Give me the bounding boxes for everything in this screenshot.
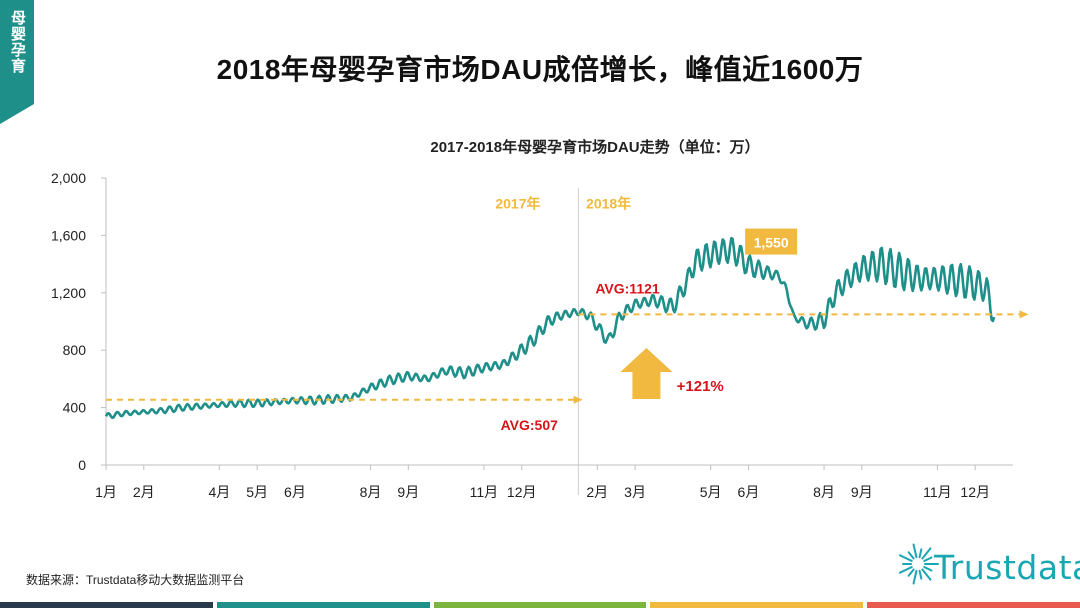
category-tab-label: 母婴孕育 [9,10,26,74]
average-line-arrowhead [1019,310,1029,319]
x-tick-label: 8月 [813,484,835,500]
peak-callout-label: 1,550 [754,235,789,251]
trustdata-logo: Trustdata [896,540,1080,596]
footer-segment [433,602,647,608]
x-tick-label: 9月 [397,484,419,500]
x-tick-label: 12月 [507,484,537,500]
logo-text: Trustdata [934,548,1080,587]
footer-segment [216,602,430,608]
y-tick-label: 2,000 [51,170,86,186]
average-line-arrowhead [573,395,583,404]
dau-series-line [104,236,996,419]
growth-label: +121% [677,378,724,395]
footer-segment [867,602,1080,608]
x-tick-label: 5月 [700,484,722,500]
x-tick-label: 4月 [208,484,230,500]
chart-title: 2017-2018年母婴孕育市场DAU走势（单位：万） [430,139,760,156]
category-tab: 母婴孕育 [0,0,34,124]
page-headline: 2018年母婴孕育市场DAU成倍增长，峰值近1600万 [216,54,864,85]
y-tick-label: 800 [63,342,87,358]
footer-color-bar [0,602,1080,608]
footer-segment [650,602,864,608]
y-tick-label: 1,600 [51,227,86,243]
x-tick-label: 6月 [284,484,306,500]
data-source-note: 数据来源：Trustdata移动大数据监测平台 [26,573,245,587]
year-label: 2017年 [495,196,540,212]
peak-callout-box [745,228,798,255]
y-tick-label: 0 [78,457,86,473]
x-tick-label: 1月 [95,484,117,500]
x-tick-label: 12月 [960,484,990,500]
y-tick-label: 400 [63,400,87,416]
x-tick-label: 5月 [246,484,268,500]
average-label: AVG:1121 [595,280,660,296]
x-tick-label: 9月 [851,484,873,500]
x-tick-label: 8月 [360,484,382,500]
sunburst-icon [898,543,939,585]
year-label: 2018年 [586,196,631,212]
y-tick-label: 1,200 [51,285,86,301]
x-tick-label: 11月 [470,484,499,500]
x-tick-label: 2月 [586,484,608,500]
growth-arrow-icon [620,348,673,399]
footer-segment [0,602,213,608]
x-tick-label: 2月 [133,484,155,500]
average-label: AVG:507 [501,417,559,433]
x-tick-label: 3月 [624,484,646,500]
x-tick-label: 11月 [923,484,952,500]
x-tick-label: 6月 [738,484,760,500]
